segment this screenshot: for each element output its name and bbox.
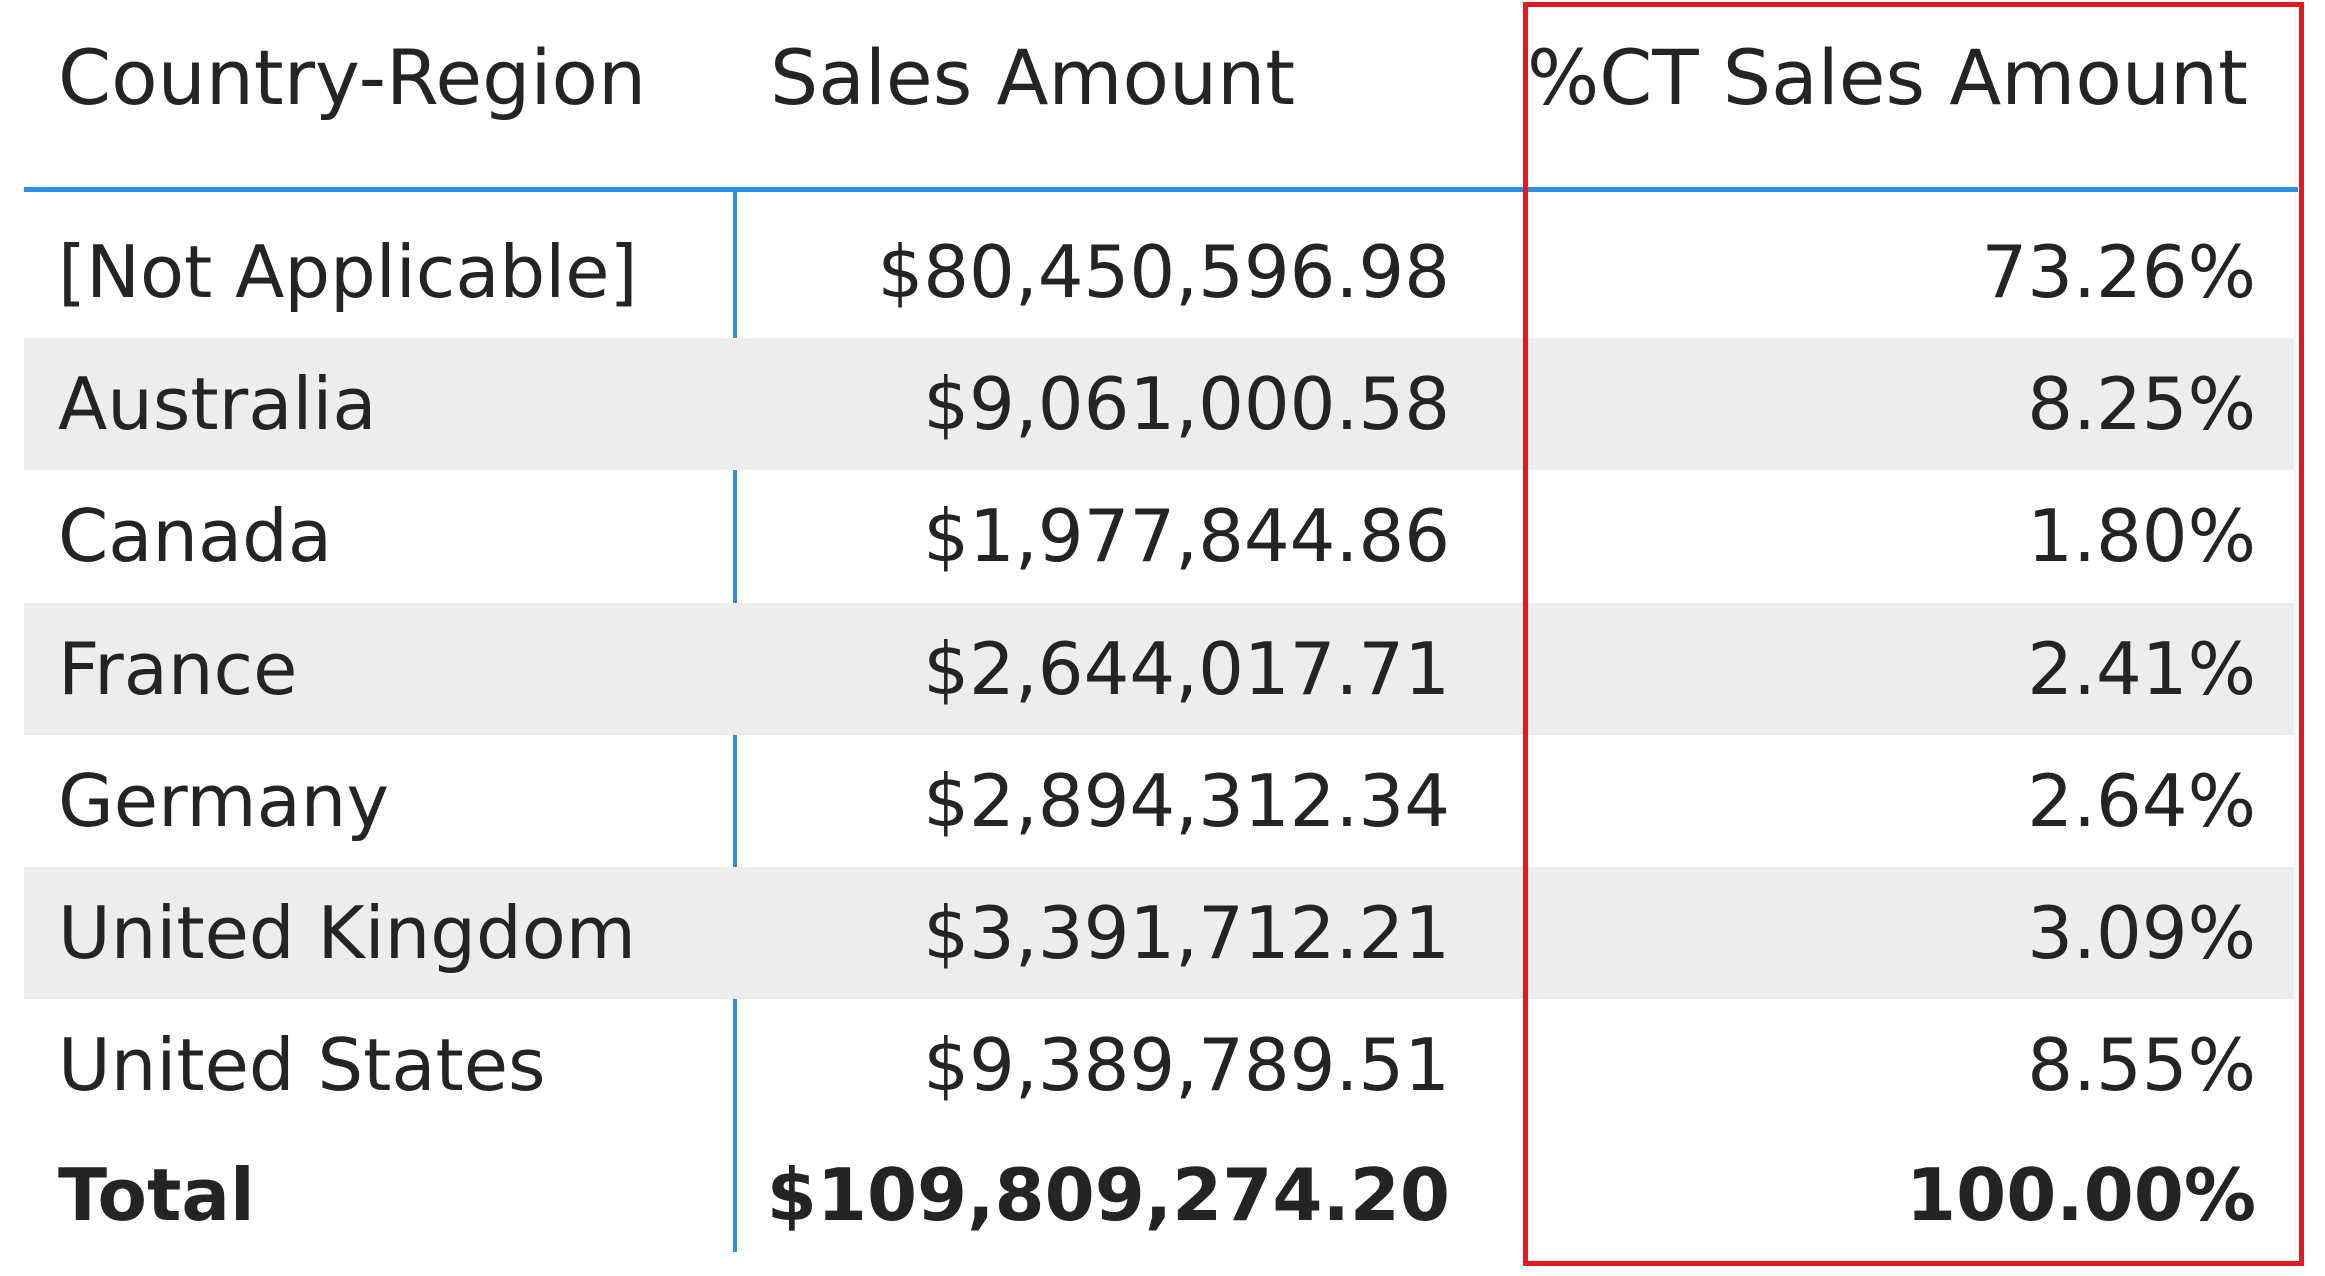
country-region-cell: United States bbox=[58, 1023, 546, 1107]
pct-sales-amount-cell: 73.26% bbox=[1981, 230, 2256, 314]
header-rule bbox=[24, 187, 2298, 192]
total-label: Total bbox=[58, 1153, 255, 1237]
pct-sales-amount-cell: 1.80% bbox=[2027, 494, 2256, 578]
country-region-cell: [Not Applicable] bbox=[58, 230, 638, 314]
sales-amount-cell: $2,644,017.71 bbox=[923, 627, 1450, 711]
pct-sales-amount-cell: 8.55% bbox=[2027, 1023, 2256, 1107]
sales-amount-cell: $1,977,844.86 bbox=[923, 494, 1450, 578]
sales-amount-cell: $9,389,789.51 bbox=[923, 1023, 1450, 1107]
country-region-cell: Australia bbox=[58, 362, 377, 446]
row-band bbox=[24, 338, 2294, 470]
row-band bbox=[24, 867, 2294, 999]
sales-amount-cell: $9,061,000.58 bbox=[923, 362, 1450, 446]
row-band bbox=[24, 603, 2294, 735]
country-region-cell: France bbox=[58, 627, 298, 711]
country-region-cell: United Kingdom bbox=[58, 891, 636, 975]
country-region-cell: Germany bbox=[58, 759, 389, 843]
pct-sales-amount-cell: 8.25% bbox=[2027, 362, 2256, 446]
pct-sales-amount-cell: 2.64% bbox=[2027, 759, 2256, 843]
sales-amount-cell: $80,450,596.98 bbox=[877, 230, 1450, 314]
header-country-region[interactable]: Country-Region bbox=[58, 33, 647, 122]
country-region-cell: Canada bbox=[58, 494, 332, 578]
sales-amount-cell: $2,894,312.34 bbox=[923, 759, 1450, 843]
pct-sales-amount-cell: 3.09% bbox=[2027, 891, 2256, 975]
total-pct-sales-amount: 100.00% bbox=[1906, 1153, 2256, 1237]
header-pct-sales-amount[interactable]: %CT Sales Amount bbox=[1527, 33, 2248, 122]
pct-sales-amount-cell: 2.41% bbox=[2027, 627, 2256, 711]
header-sales-amount[interactable]: Sales Amount bbox=[770, 33, 1296, 122]
sales-amount-cell: $3,391,712.21 bbox=[923, 891, 1450, 975]
total-sales-amount: $109,809,274.20 bbox=[766, 1153, 1450, 1237]
